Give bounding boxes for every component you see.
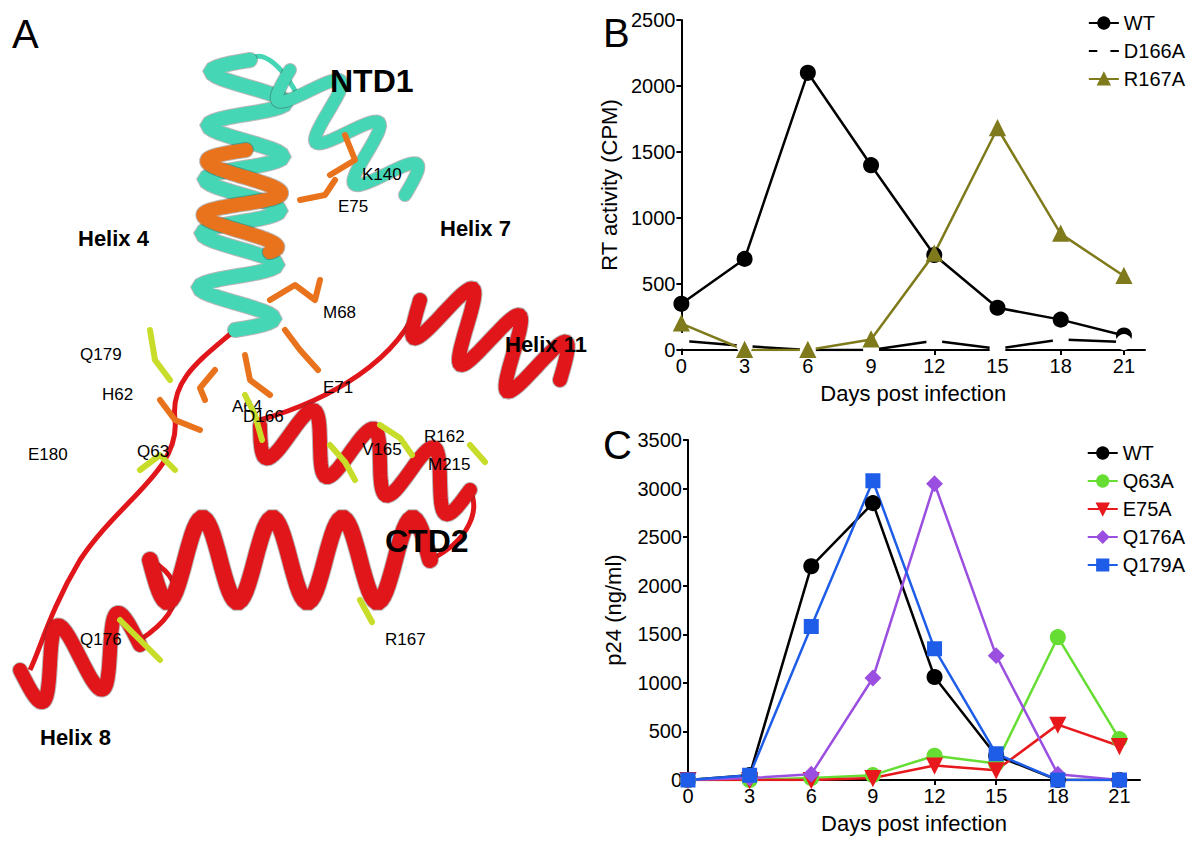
svg-text:M215: M215: [428, 455, 471, 474]
svg-text:R167A: R167A: [1124, 68, 1186, 90]
svg-text:Helix 7: Helix 7: [440, 216, 511, 241]
svg-text:6: 6: [802, 355, 813, 377]
svg-text:Days post infection: Days post infection: [821, 811, 1007, 836]
svg-text:K140: K140: [362, 165, 402, 184]
svg-text:2000: 2000: [638, 575, 683, 597]
svg-text:E75: E75: [338, 197, 368, 216]
svg-text:M68: M68: [323, 303, 356, 322]
svg-text:2000: 2000: [631, 75, 676, 97]
svg-text:E71: E71: [323, 378, 353, 397]
svg-text:E180: E180: [28, 445, 68, 464]
svg-text:1000: 1000: [638, 672, 683, 694]
svg-text:0: 0: [670, 769, 682, 791]
svg-text:3500: 3500: [638, 429, 683, 451]
svg-text:12: 12: [923, 355, 945, 377]
svg-text:Days post infection: Days post infection: [820, 381, 1006, 406]
svg-text:0: 0: [664, 339, 676, 361]
svg-text:WT: WT: [1124, 12, 1155, 34]
svg-text:15: 15: [986, 355, 1008, 377]
svg-text:0: 0: [676, 355, 687, 377]
svg-text:D166A: D166A: [1124, 40, 1186, 62]
svg-text:21: 21: [1113, 355, 1135, 377]
svg-text:500: 500: [642, 273, 675, 295]
svg-text:H62: H62: [102, 385, 133, 404]
svg-text:Helix 4: Helix 4: [78, 226, 150, 251]
svg-text:1500: 1500: [631, 141, 676, 163]
svg-text:12: 12: [923, 785, 945, 807]
svg-text:Q176: Q176: [80, 630, 122, 649]
svg-text:p24 (ng/ml): p24 (ng/ml): [601, 554, 626, 665]
svg-text:NTD1: NTD1: [330, 63, 414, 99]
svg-text:3: 3: [744, 785, 756, 807]
svg-text:2500: 2500: [638, 526, 683, 548]
svg-text:A: A: [12, 12, 39, 56]
svg-text:D166: D166: [243, 407, 284, 426]
svg-text:18: 18: [1050, 355, 1072, 377]
svg-text:V165: V165: [362, 440, 402, 459]
svg-text:Q176A: Q176A: [1123, 526, 1186, 548]
svg-text:Helix 11: Helix 11: [505, 332, 587, 357]
svg-text:Q63: Q63: [137, 442, 169, 461]
svg-text:500: 500: [649, 720, 682, 742]
svg-text:Helix 8: Helix 8: [40, 725, 111, 750]
svg-text:1500: 1500: [638, 623, 683, 645]
svg-text:21: 21: [1108, 785, 1131, 807]
svg-text:9: 9: [865, 355, 876, 377]
svg-text:B: B: [603, 11, 630, 55]
svg-text:0: 0: [682, 785, 694, 807]
svg-text:R162: R162: [424, 427, 465, 446]
svg-text:2500: 2500: [631, 9, 676, 31]
svg-text:6: 6: [805, 785, 817, 807]
svg-text:E75A: E75A: [1123, 498, 1173, 520]
svg-text:15: 15: [985, 785, 1007, 807]
svg-text:R167: R167: [385, 630, 426, 649]
svg-text:3000: 3000: [638, 478, 683, 500]
svg-text:1000: 1000: [631, 207, 676, 229]
svg-text:WT: WT: [1123, 442, 1154, 464]
svg-text:3: 3: [739, 355, 750, 377]
svg-text:9: 9: [867, 785, 878, 807]
svg-text:CTD2: CTD2: [385, 523, 469, 559]
svg-text:18: 18: [1047, 785, 1069, 807]
svg-text:RT activity (CPM): RT activity (CPM): [597, 99, 622, 271]
svg-text:Q179A: Q179A: [1123, 554, 1186, 576]
svg-text:Q63A: Q63A: [1123, 470, 1175, 492]
svg-text:Q179: Q179: [80, 345, 122, 364]
svg-text:C: C: [603, 423, 632, 467]
